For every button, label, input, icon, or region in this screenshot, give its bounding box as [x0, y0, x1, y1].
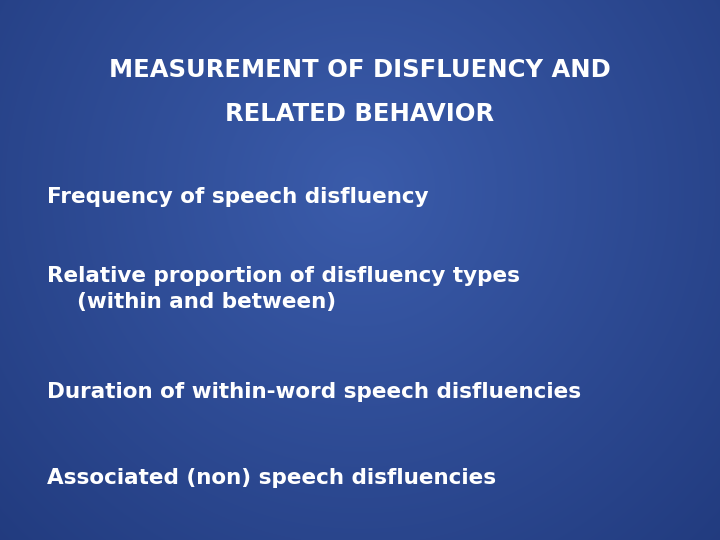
Text: RELATED BEHAVIOR: RELATED BEHAVIOR	[225, 103, 495, 126]
Text: MEASUREMENT OF DISFLUENCY AND: MEASUREMENT OF DISFLUENCY AND	[109, 58, 611, 82]
Text: Relative proportion of disfluency types
    (within and between): Relative proportion of disfluency types …	[47, 266, 520, 312]
Text: Frequency of speech disfluency: Frequency of speech disfluency	[47, 187, 428, 207]
Text: Associated (non) speech disfluencies: Associated (non) speech disfluencies	[47, 468, 496, 488]
Text: Duration of within-word speech disfluencies: Duration of within-word speech disfluenc…	[47, 381, 581, 402]
